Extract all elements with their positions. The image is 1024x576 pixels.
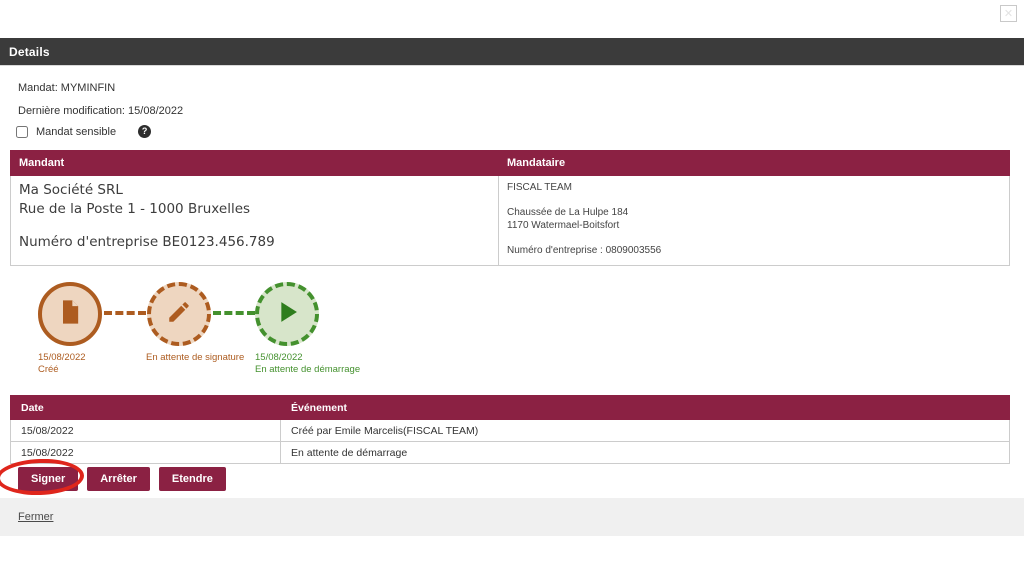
mandant-name: Ma Société SRL — [19, 182, 123, 198]
sensitive-mandate-row: Mandat sensible ? — [16, 125, 152, 138]
close-icon[interactable]: ✕ — [1000, 5, 1017, 22]
timeline-label-created: 15/08/2022 Créé — [38, 352, 86, 376]
mandate-status-timeline: 15/08/2022 Créé En attente de signature … — [0, 278, 420, 376]
parties-table: Mandant Mandataire Ma Société SRL Rue de… — [10, 150, 1010, 266]
events-table: Date Événement 15/08/2022 Créé par Emile… — [10, 395, 1010, 464]
timeline-label-awaiting-signature: En attente de signature — [146, 352, 244, 364]
mandant-cell: Ma Société SRL Rue de la Poste 1 - 1000 … — [10, 175, 499, 266]
mandataire-address-line1: Chaussée de La Hulpe 184 — [507, 207, 629, 218]
help-icon[interactable]: ? — [138, 125, 152, 138]
timeline-step-awaiting-start — [255, 282, 319, 346]
timeline-connector-2 — [213, 311, 255, 315]
event-description: En attente de démarrage — [280, 441, 1010, 464]
timeline-step-created — [38, 282, 102, 346]
close-link[interactable]: Fermer — [18, 511, 54, 523]
mandataire-enterprise-number: Numéro d'entreprise : 0809003556 — [507, 245, 662, 256]
date-column-header: Date — [10, 395, 281, 420]
event-column-header: Événement — [280, 395, 1010, 420]
timeline-label-awaiting-start: 15/08/2022 En attente de démarrage — [255, 352, 360, 376]
timeline-connector-1 — [104, 311, 146, 315]
modal-title: Details — [9, 44, 50, 59]
mandate-name-label: Mandat: MYMINFIN — [18, 82, 116, 94]
table-row: 15/08/2022 Créé par Emile Marcelis(FISCA… — [10, 419, 1010, 442]
event-date: 15/08/2022 — [10, 419, 281, 442]
action-buttons: Signer Arrêter Etendre — [18, 467, 226, 491]
mandataire-address-line2: 1170 Watermael-Boitsfort — [507, 220, 620, 231]
event-description: Créé par Emile Marcelis(FISCAL TEAM) — [280, 419, 1010, 442]
mandataire-cell: FISCAL TEAM Chaussée de La Hulpe 184 117… — [498, 175, 1010, 266]
event-date: 15/08/2022 — [10, 441, 281, 464]
timeline-date-created: 15/08/2022 — [38, 352, 86, 363]
modal-header: Details — [0, 38, 1024, 66]
pencil-icon — [166, 299, 192, 330]
stop-button[interactable]: Arrêter — [87, 467, 150, 491]
table-row: 15/08/2022 En attente de démarrage — [10, 441, 1010, 464]
mandataire-column-header: Mandataire — [498, 150, 1010, 176]
mandant-address: Rue de la Poste 1 - 1000 Bruxelles — [19, 201, 251, 217]
timeline-status-awaiting-signature: En attente de signature — [146, 352, 245, 363]
timeline-status-created: Créé — [38, 364, 59, 375]
extend-button[interactable]: Etendre — [158, 467, 226, 491]
timeline-step-awaiting-signature — [147, 282, 211, 346]
timeline-status-awaiting-start: En attente de démarrage — [255, 364, 361, 375]
mandataire-name: FISCAL TEAM — [507, 182, 573, 193]
sensitive-mandate-label: Mandat sensible — [36, 125, 117, 138]
sign-button[interactable]: Signer — [18, 467, 79, 491]
mandant-column-header: Mandant — [10, 150, 499, 176]
sensitive-mandate-checkbox[interactable] — [16, 125, 28, 138]
document-icon — [56, 298, 84, 331]
last-modified-label: Dernière modification: 15/08/2022 — [18, 105, 184, 117]
timeline-date-awaiting-start: 15/08/2022 — [255, 352, 303, 363]
mandant-enterprise-number: Numéro d'entreprise BE0123.456.789 — [19, 234, 275, 250]
footer-band — [0, 498, 1024, 536]
play-icon — [270, 295, 304, 334]
